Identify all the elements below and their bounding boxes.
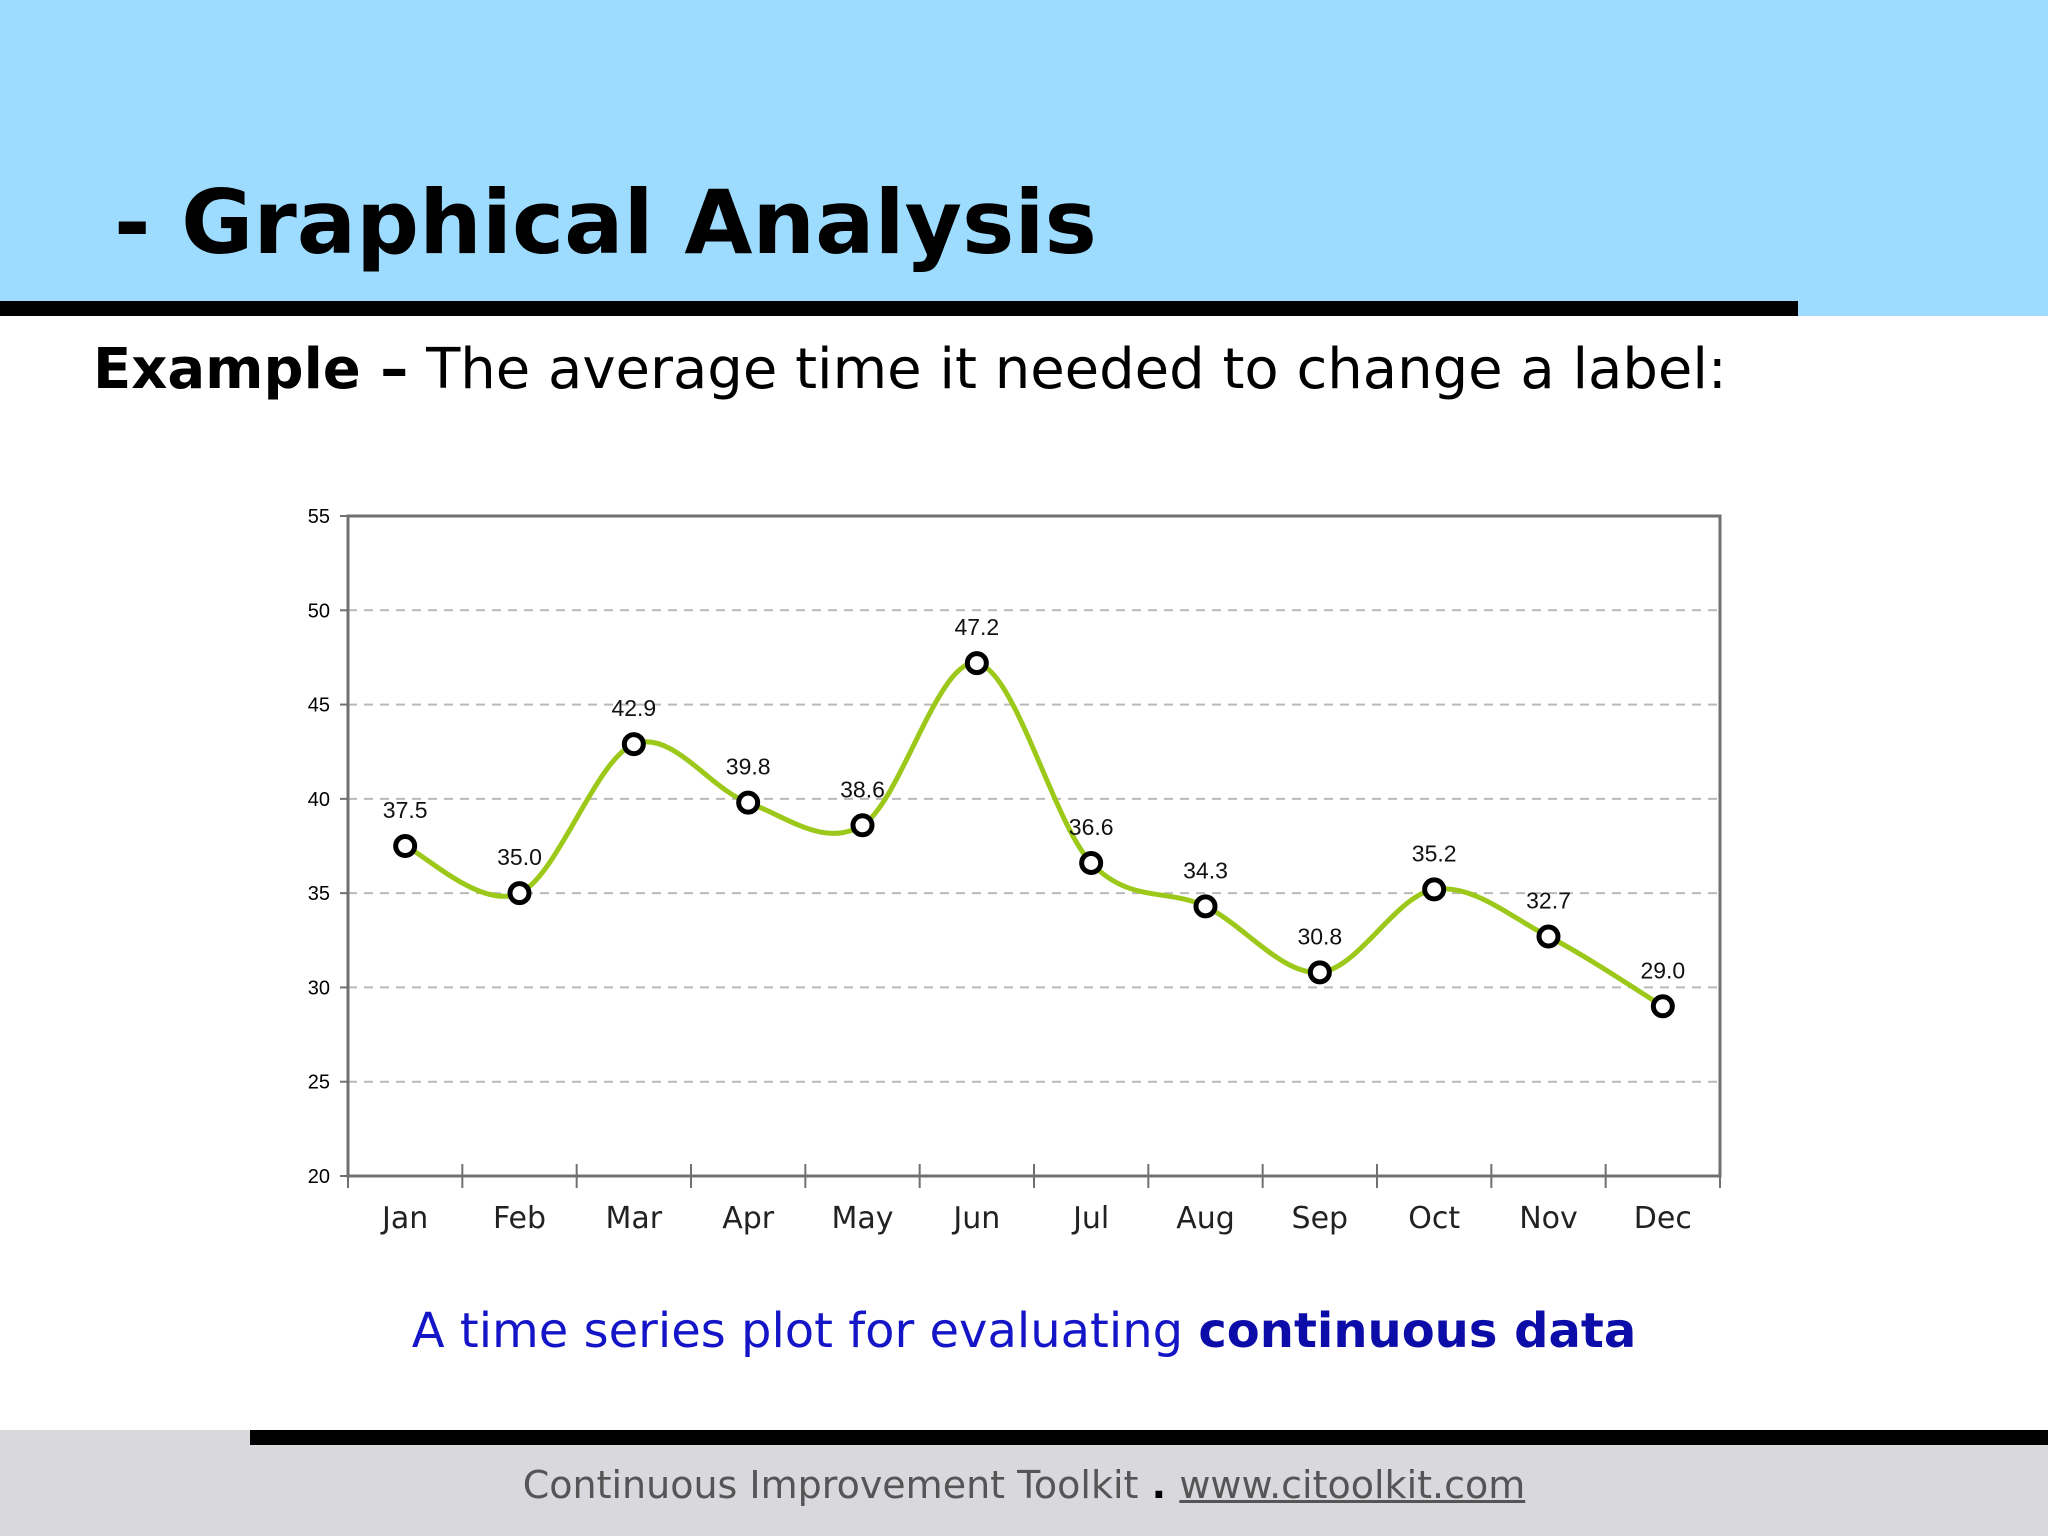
data-point — [850, 813, 875, 838]
caption-text: A time series plot for evaluating — [411, 1303, 1199, 1359]
footer: Continuous Improvement Toolkit . www.cit… — [0, 1458, 2048, 1512]
data-point — [507, 881, 532, 906]
y-tick-label: 25 — [308, 1072, 330, 1094]
x-tick-label: Aug — [1176, 1201, 1235, 1236]
grid-lines — [348, 609, 1720, 1083]
footer-band — [0, 1430, 2048, 1536]
footer-separator: . — [1138, 1463, 1180, 1507]
plot-area-frame — [346, 514, 1722, 1178]
example-text: The average time it needed to change a l… — [408, 337, 1727, 402]
x-tick-label: Nov — [1519, 1201, 1578, 1236]
footer-rule — [250, 1430, 2048, 1445]
header-rule — [0, 301, 1798, 316]
data-label: 36.6 — [1069, 814, 1114, 840]
data-label: 29.0 — [1640, 957, 1685, 983]
footer-name: Continuous Improvement Toolkit — [522, 1463, 1139, 1507]
data-labels: 37.5 35.0 42.9 39.8 38.6 47.2 36.6 34.3 30.8 35.2… — [383, 614, 1685, 983]
y-tick-label: 45 — [308, 695, 330, 717]
x-tick-label: Jan — [380, 1201, 428, 1236]
data-label: 35.2 — [1412, 840, 1457, 866]
data-markers — [393, 651, 1675, 1019]
y-axis-ticks: 20 25 30 35 40 45 50 55 — [308, 506, 348, 1188]
data-label: 47.2 — [954, 614, 999, 640]
y-tick-label: 50 — [308, 600, 330, 622]
data-label: 34.3 — [1183, 857, 1228, 883]
x-tick-label: Jun — [951, 1201, 1000, 1236]
data-point — [736, 790, 761, 815]
x-tick-label: Mar — [606, 1201, 663, 1236]
x-tick-label: Feb — [493, 1201, 546, 1236]
x-tick-label: Oct — [1408, 1201, 1460, 1236]
series-line-path — [402, 660, 1666, 1009]
data-point — [1307, 960, 1332, 985]
data-point — [1193, 894, 1218, 919]
data-label: 39.8 — [726, 754, 771, 780]
data-label: 37.5 — [383, 797, 428, 823]
header-band — [0, 0, 2048, 316]
x-tick-label: May — [831, 1201, 893, 1236]
caption-emphasis: continuous data — [1198, 1303, 1637, 1359]
data-point — [1536, 924, 1561, 949]
data-point — [621, 732, 646, 757]
data-point — [1422, 877, 1447, 902]
example-lead: Example – — [93, 337, 409, 402]
y-tick-label: 30 — [308, 977, 330, 999]
x-tick-label: Dec — [1634, 1201, 1692, 1236]
data-label: 42.9 — [611, 695, 656, 721]
slide-title: - Graphical Analysis — [114, 171, 1097, 274]
x-tick-label: Jul — [1071, 1201, 1109, 1236]
data-label: 30.8 — [1297, 923, 1342, 949]
x-axis-ticks: Jan Feb Mar Apr May Jun Jul Aug Sep Oct Nov Dec — [347, 1164, 1721, 1236]
series-line — [402, 660, 1666, 1009]
chart-caption: A time series plot for evaluating contin… — [0, 1296, 2048, 1366]
data-label: 35.0 — [497, 844, 542, 870]
y-tick-label: 55 — [308, 506, 330, 528]
data-point — [1650, 994, 1675, 1019]
x-tick-label: Apr — [722, 1201, 775, 1236]
data-point — [964, 651, 989, 676]
data-point — [393, 834, 418, 858]
data-label: 32.7 — [1526, 888, 1571, 914]
example-heading: Example – The average time it needed to … — [93, 330, 1727, 410]
y-tick-label: 40 — [308, 789, 330, 811]
footer-link[interactable]: www.citoolkit.com — [1179, 1463, 1526, 1507]
data-point — [1079, 850, 1104, 875]
y-tick-label: 35 — [308, 883, 330, 905]
x-tick-label: Sep — [1292, 1201, 1349, 1236]
y-tick-label: 20 — [308, 1166, 330, 1188]
data-label: 38.6 — [840, 776, 885, 802]
